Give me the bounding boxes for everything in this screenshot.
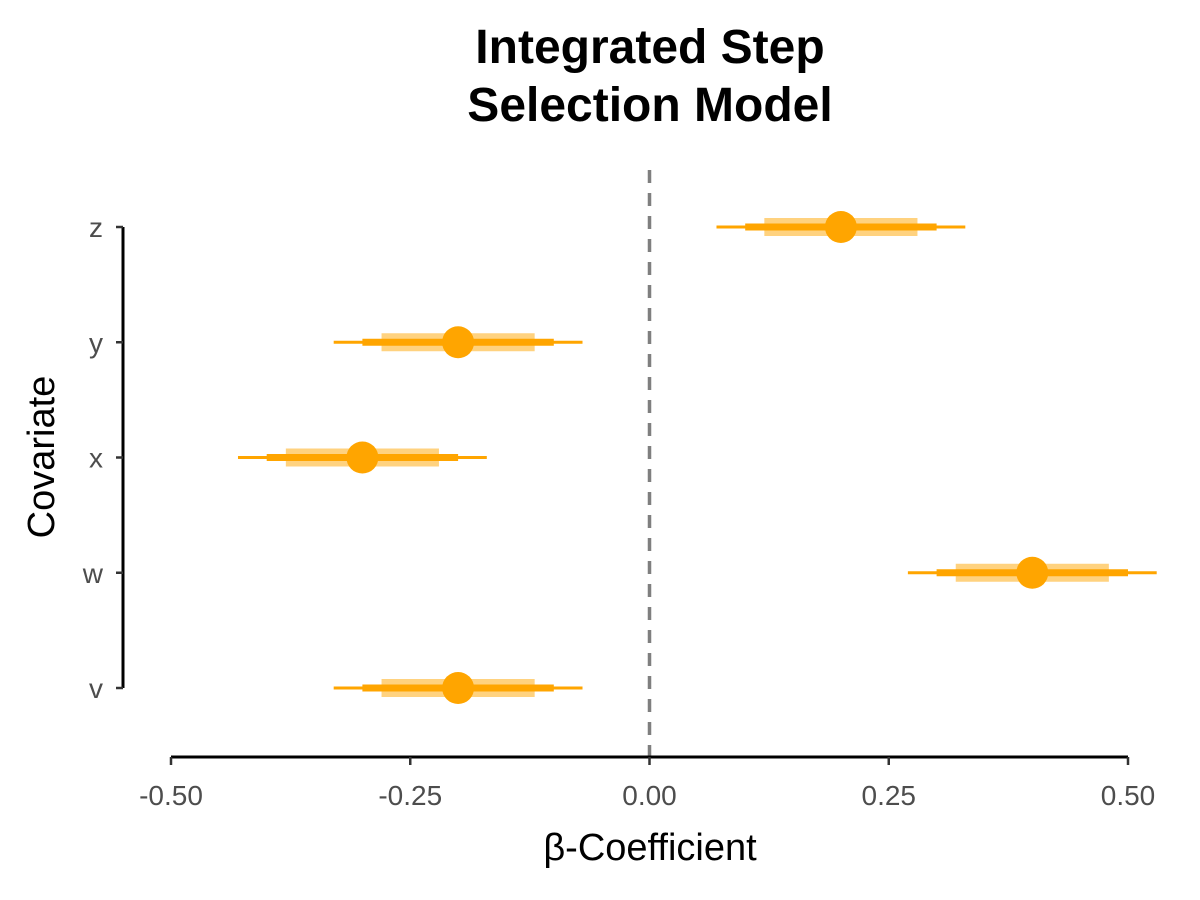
y-axis: z y x w v [82, 212, 125, 704]
estimate-x [237, 441, 487, 474]
estimate-v [333, 672, 583, 704]
y-axis-title: Covariate [21, 376, 63, 539]
x-tick-label-0: -0.50 [139, 780, 203, 811]
chart-title-line-2: Selection Model [467, 79, 832, 132]
estimate-marks [237, 211, 1157, 704]
y-tick-label-y: y [89, 327, 103, 358]
y-tick-label-v: v [89, 673, 103, 704]
point-estimate-x [346, 441, 379, 474]
x-tick-label-4: 0.50 [1101, 780, 1156, 811]
point-estimate-y [442, 326, 475, 359]
point-estimate-w [1016, 556, 1049, 589]
point-estimate-z [824, 211, 857, 243]
x-tick-label-2: 0.00 [622, 780, 677, 811]
y-tick-label-w: w [82, 558, 104, 589]
estimate-z [716, 211, 966, 243]
x-axis-title: β-Coefficient [543, 827, 757, 869]
y-tick-label-z: z [89, 212, 103, 243]
x-tick-label-3: 0.25 [862, 780, 917, 811]
point-estimate-v [442, 672, 475, 704]
estimate-y [333, 326, 583, 359]
x-tick-label-1: -0.25 [378, 780, 442, 811]
estimate-w [907, 556, 1157, 589]
chart-title-line-1: Integrated Step [475, 21, 824, 74]
x-axis: -0.50 -0.25 0.00 0.25 0.50 [139, 755, 1156, 811]
y-tick-label-x: x [89, 443, 103, 474]
